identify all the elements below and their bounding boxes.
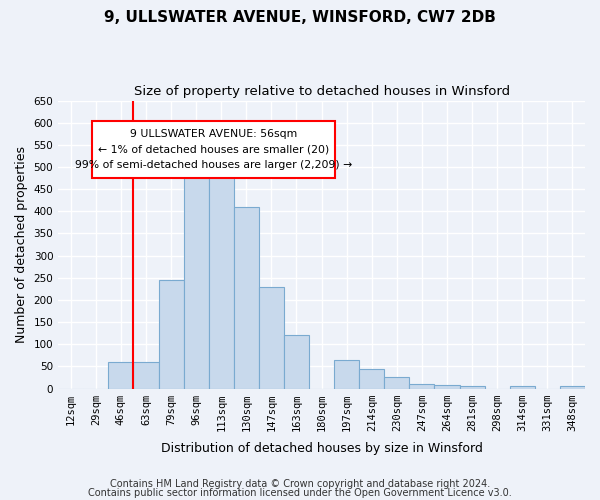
Y-axis label: Number of detached properties: Number of detached properties [15, 146, 28, 343]
Bar [184, 160, 209, 388]
Bar [510, 386, 535, 388]
Bar [158, 280, 184, 388]
Bar [109, 362, 133, 388]
X-axis label: Distribution of detached houses by size in Winsford: Distribution of detached houses by size … [161, 442, 482, 455]
Bar [259, 286, 284, 388]
Text: 9, ULLSWATER AVENUE, WINSFORD, CW7 2DB: 9, ULLSWATER AVENUE, WINSFORD, CW7 2DB [104, 10, 496, 25]
Bar [209, 162, 234, 388]
Bar [385, 378, 409, 388]
Bar [460, 386, 485, 388]
Bar [334, 360, 359, 388]
Bar [560, 386, 585, 388]
Text: Contains HM Land Registry data © Crown copyright and database right 2024.: Contains HM Land Registry data © Crown c… [110, 479, 490, 489]
Text: Contains public sector information licensed under the Open Government Licence v3: Contains public sector information licen… [88, 488, 512, 498]
Text: 9 ULLSWATER AVENUE: 56sqm
← 1% of detached houses are smaller (20)
99% of semi-d: 9 ULLSWATER AVENUE: 56sqm ← 1% of detach… [75, 129, 352, 170]
FancyBboxPatch shape [92, 120, 335, 178]
Bar [434, 386, 460, 388]
Title: Size of property relative to detached houses in Winsford: Size of property relative to detached ho… [134, 85, 509, 98]
Bar [133, 362, 158, 388]
Bar [409, 384, 434, 388]
Bar [234, 207, 259, 388]
Bar [284, 336, 309, 388]
Bar [359, 368, 385, 388]
